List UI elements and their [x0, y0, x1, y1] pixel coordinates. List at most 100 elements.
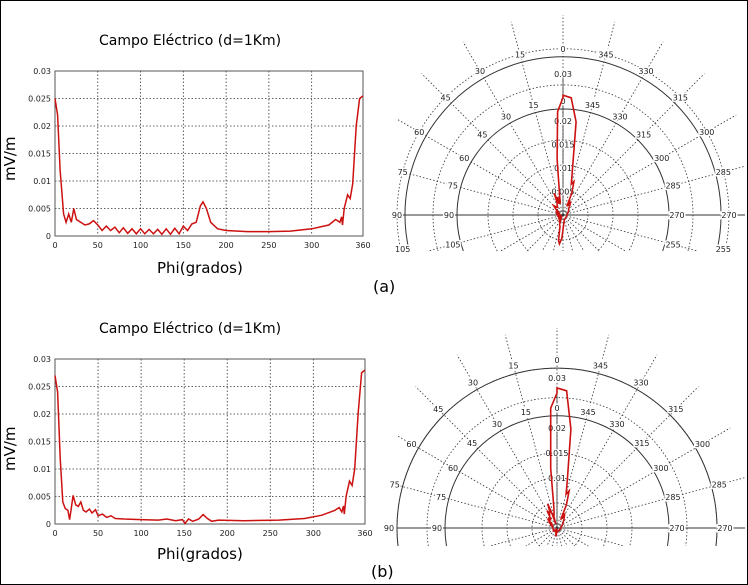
polar-angle-label: 270	[669, 524, 684, 533]
polar-angle-label: 75	[436, 493, 446, 502]
x-tick-label: 250	[263, 529, 278, 538]
chart-a-xlabel: Phi(grados)	[157, 259, 243, 277]
polar-angle-label: 45	[477, 130, 487, 139]
polar-grid-circle	[426, 397, 688, 547]
y-tick-label: 0	[46, 232, 51, 241]
polar-angle-label: 255	[665, 241, 680, 250]
polar-angle-label: 300	[695, 440, 710, 449]
x-tick-label: 200	[218, 241, 233, 250]
polar-radial-label: 0.005	[552, 188, 575, 197]
y-tick-label: 0.03	[33, 355, 51, 364]
polar-spoke	[396, 435, 558, 529]
polar-angle-label: 90	[432, 524, 442, 533]
polar-radial-label: 0.02	[554, 117, 572, 126]
y-tick-label: 0.005	[28, 205, 51, 214]
chart-b-title: Campo Eléctrico (d=1Km)	[99, 321, 282, 337]
polar-angle-label: 285	[665, 181, 680, 190]
polar-angle-label: 105	[445, 241, 460, 250]
polar-spoke	[562, 214, 600, 252]
polar-angle-label: 0	[560, 97, 565, 106]
y-tick-label: 0.03	[33, 67, 51, 76]
polar-angle-label: 345	[585, 101, 600, 110]
chart-b-xlabel: Phi(grados)	[157, 545, 243, 563]
y-tick-label: 0.005	[28, 493, 51, 502]
series-line	[54, 369, 366, 525]
polar-angle-label: 285	[716, 168, 731, 177]
polar-angle-label: 105	[395, 245, 410, 254]
y-tick-label: 0.01	[33, 177, 51, 186]
x-tick-label: 50	[93, 241, 103, 250]
polar-radial-label: 0.015	[546, 449, 569, 458]
polar-radial-label: 0.03	[554, 70, 572, 79]
polar-angle-label: 300	[699, 128, 714, 137]
polar-angle-label: 75	[448, 181, 458, 190]
polar-angle-label: 60	[406, 440, 416, 449]
polar-angle-label: 330	[633, 379, 648, 388]
x-tick-label: 250	[261, 241, 276, 250]
x-tick-label: 0	[52, 241, 57, 250]
polar-angle-label: 90	[384, 524, 394, 533]
polar-chart-b: 0 15 30 45 60 75 90 270 285 300 315 330 345 0 15 30 45 60…	[382, 328, 746, 547]
polar-angle-label: 315	[636, 130, 651, 139]
polar-angle-label: 300	[654, 154, 669, 163]
polar-spoke	[556, 477, 746, 529]
y-tick-label: 0.01	[33, 465, 51, 474]
polar-grid-circle	[432, 84, 694, 252]
x-tick-label: 300	[304, 241, 319, 250]
polar-spoke	[396, 170, 564, 216]
polar-angle-label: 60	[459, 154, 469, 163]
line-chart-b: 0 50 100 150 200 250 300 360 0 0.005 0.01 0.015 0.02…	[28, 355, 373, 538]
x-tick-label: 360	[357, 529, 372, 538]
polar-angle-label: 330	[638, 67, 653, 76]
polar-spoke	[556, 527, 576, 547]
plot-frame	[54, 70, 364, 237]
x-tick-label: 100	[133, 529, 148, 538]
panel-label-b: (b)	[371, 562, 394, 581]
polar-angle-label: 45	[433, 405, 443, 414]
polar-angle-label: 15	[528, 101, 538, 110]
polar-radial-label: 0.015	[552, 141, 575, 150]
series-line	[54, 95, 364, 236]
plot-frame	[54, 358, 366, 525]
x-tick-label: 150	[177, 529, 192, 538]
polar-angle-label: 15	[508, 362, 518, 371]
polar-spoke	[562, 214, 626, 252]
polar-angle-label: 15	[521, 408, 531, 417]
polar-spoke	[396, 484, 558, 529]
polar-pattern-line	[551, 94, 577, 247]
polar-angle-label: 90	[392, 211, 402, 220]
polar-spoke	[562, 214, 573, 252]
polar-angle-label: 315	[673, 94, 688, 103]
polar-angle-label: 270	[717, 524, 732, 533]
polar-angle-label: 0	[560, 45, 565, 54]
polar-angle-label: 315	[634, 439, 649, 448]
polar-ring	[396, 367, 718, 547]
polar-angle-label: 345	[598, 51, 613, 60]
polar-angle-label: 30	[492, 420, 502, 429]
polar-angle-label: 60	[414, 128, 424, 137]
polar-angle-label: 75	[398, 168, 408, 177]
panel-label-a: (a)	[373, 277, 396, 296]
polar-angle-label: 270	[721, 211, 736, 220]
polar-angle-label: 45	[441, 94, 451, 103]
polar-angle-label: 30	[475, 67, 485, 76]
x-tick-label: 100	[133, 241, 148, 250]
polar-angle-label: 75	[390, 481, 400, 490]
y-tick-label: 0	[46, 520, 51, 529]
polar-grid-circle	[512, 164, 614, 252]
polar-spoke	[556, 527, 589, 547]
polar-spoke	[553, 214, 564, 252]
x-tick-label: 50	[93, 529, 103, 538]
polar-spoke	[489, 527, 558, 547]
polar-angle-label: 285	[665, 493, 680, 502]
y-tick-label: 0.025	[28, 383, 51, 392]
chart-a-title: Campo Eléctrico (d=1Km)	[99, 33, 282, 49]
polar-angle-label: 270	[669, 211, 684, 220]
polar-angle-label: 0	[554, 356, 559, 365]
polar-spoke	[396, 118, 564, 216]
polar-grid-circle	[396, 48, 730, 252]
polar-spoke	[526, 214, 564, 252]
x-tick-label: 150	[176, 241, 191, 250]
polar-radial-label: 0.03	[548, 374, 566, 383]
